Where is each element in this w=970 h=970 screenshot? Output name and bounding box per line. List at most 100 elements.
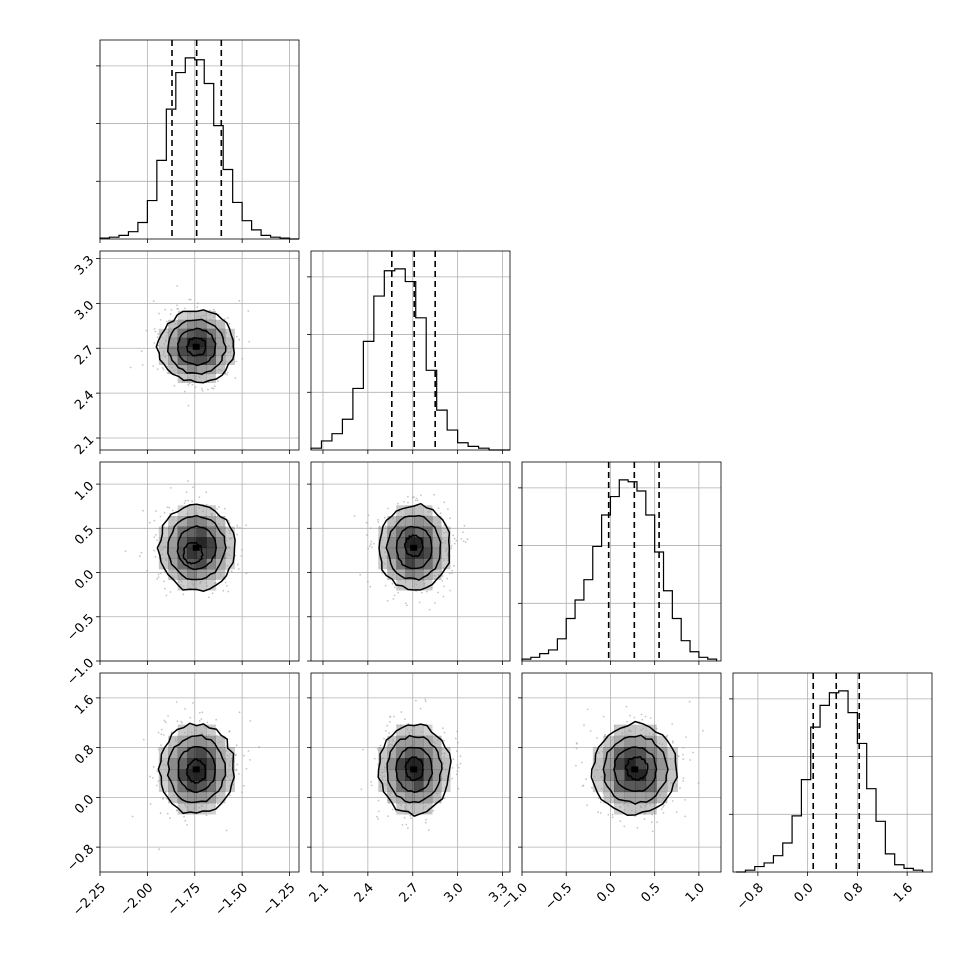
density-cell bbox=[168, 337, 178, 348]
scatter-point bbox=[164, 721, 167, 724]
scatter-point bbox=[245, 524, 248, 526]
density-cell bbox=[396, 505, 406, 517]
scatter-point bbox=[684, 799, 686, 801]
scatter-point bbox=[217, 576, 220, 579]
density-cell bbox=[423, 547, 433, 559]
scatter-point bbox=[441, 777, 443, 780]
scatter-point bbox=[238, 338, 241, 341]
scatter-point bbox=[178, 319, 180, 322]
density-cell bbox=[378, 537, 388, 549]
density-cell bbox=[405, 747, 415, 759]
scatter-point bbox=[191, 582, 194, 584]
scatter-point bbox=[447, 508, 449, 510]
density-cell bbox=[225, 328, 235, 339]
scatter-point bbox=[427, 511, 429, 513]
scatter-point bbox=[425, 818, 427, 821]
density-cell bbox=[656, 791, 668, 804]
scatter-point bbox=[451, 767, 454, 769]
scatter-point bbox=[189, 312, 192, 315]
histogram-panel-frame bbox=[732, 672, 933, 873]
scatter-point bbox=[697, 782, 700, 784]
scatter-point bbox=[192, 486, 195, 489]
scatter-point bbox=[393, 715, 395, 718]
density-cell bbox=[396, 780, 406, 793]
scatter-point bbox=[391, 808, 394, 811]
density-cell bbox=[206, 328, 216, 339]
scatter-point bbox=[426, 515, 429, 517]
density-cell bbox=[168, 558, 178, 570]
scatter-point bbox=[171, 509, 174, 512]
scatter-point bbox=[386, 531, 389, 534]
scatter-point bbox=[193, 807, 195, 810]
density-cell bbox=[667, 769, 678, 781]
density-cell bbox=[645, 780, 657, 793]
scatter-point bbox=[419, 707, 422, 710]
density-cell bbox=[196, 505, 207, 517]
scatter-point bbox=[187, 809, 190, 811]
scatter-point bbox=[223, 332, 226, 334]
density-cell bbox=[187, 310, 197, 321]
scatter-point bbox=[377, 762, 380, 765]
density-cell bbox=[168, 758, 178, 770]
y-tick-label: −0.5 bbox=[64, 611, 97, 644]
scatter-point bbox=[441, 748, 444, 751]
scatter-point bbox=[168, 330, 171, 333]
scatter-point bbox=[163, 580, 166, 583]
scatter-point bbox=[223, 532, 226, 535]
density-cell bbox=[215, 346, 226, 357]
scatter-point bbox=[434, 742, 437, 745]
scatter-point bbox=[410, 817, 412, 820]
scatter-point bbox=[178, 802, 181, 804]
scatter-point bbox=[382, 757, 385, 760]
density-cell bbox=[667, 747, 678, 759]
density-cell bbox=[387, 769, 397, 781]
scatter-point bbox=[140, 551, 143, 554]
density-cell bbox=[592, 758, 604, 770]
scatter-point bbox=[415, 497, 418, 500]
scatter-point bbox=[179, 517, 181, 519]
contour-line bbox=[166, 734, 227, 804]
contour-line bbox=[395, 746, 434, 793]
scatter-point bbox=[366, 534, 368, 536]
scatter-point bbox=[692, 751, 694, 754]
scatter-point bbox=[155, 784, 158, 787]
scatter-point bbox=[164, 308, 167, 311]
density-cell bbox=[158, 337, 169, 348]
scatter-point bbox=[248, 340, 251, 343]
scatter-point bbox=[198, 806, 200, 809]
x-tick-label: 2.1 bbox=[307, 880, 332, 905]
scatter-point bbox=[225, 539, 228, 542]
scatter-point bbox=[174, 737, 177, 740]
scatter-point bbox=[160, 733, 163, 735]
scatter-point bbox=[377, 810, 380, 813]
scatter-point bbox=[184, 708, 187, 710]
scatter-point bbox=[456, 741, 459, 744]
histogram-step-line bbox=[99, 57, 299, 240]
scatter-point bbox=[207, 388, 209, 391]
scatter-point bbox=[163, 343, 166, 345]
scatter-point bbox=[161, 553, 164, 556]
scatter-point bbox=[221, 369, 223, 372]
density-cell bbox=[423, 537, 433, 549]
scatter-point bbox=[389, 793, 392, 796]
density-cell bbox=[206, 364, 216, 374]
scatter-point bbox=[165, 328, 168, 330]
scatter-point bbox=[393, 795, 396, 798]
scatter-point bbox=[206, 585, 209, 587]
density-cell bbox=[215, 537, 226, 549]
scatter-point bbox=[406, 728, 409, 731]
density-cell bbox=[177, 319, 188, 330]
scatter-point bbox=[456, 764, 459, 767]
scatter-point bbox=[228, 532, 231, 535]
scatter-point bbox=[176, 809, 178, 811]
scatter-point bbox=[659, 794, 661, 797]
scatter-point bbox=[385, 784, 388, 787]
scatter-point bbox=[228, 774, 230, 776]
scatter-point bbox=[223, 362, 226, 365]
scatter-point bbox=[141, 364, 144, 366]
scatter-point bbox=[241, 357, 244, 360]
scatter-point bbox=[172, 516, 175, 518]
contour-line bbox=[167, 514, 227, 581]
density-cell bbox=[645, 747, 657, 759]
scatter-point bbox=[462, 531, 464, 534]
